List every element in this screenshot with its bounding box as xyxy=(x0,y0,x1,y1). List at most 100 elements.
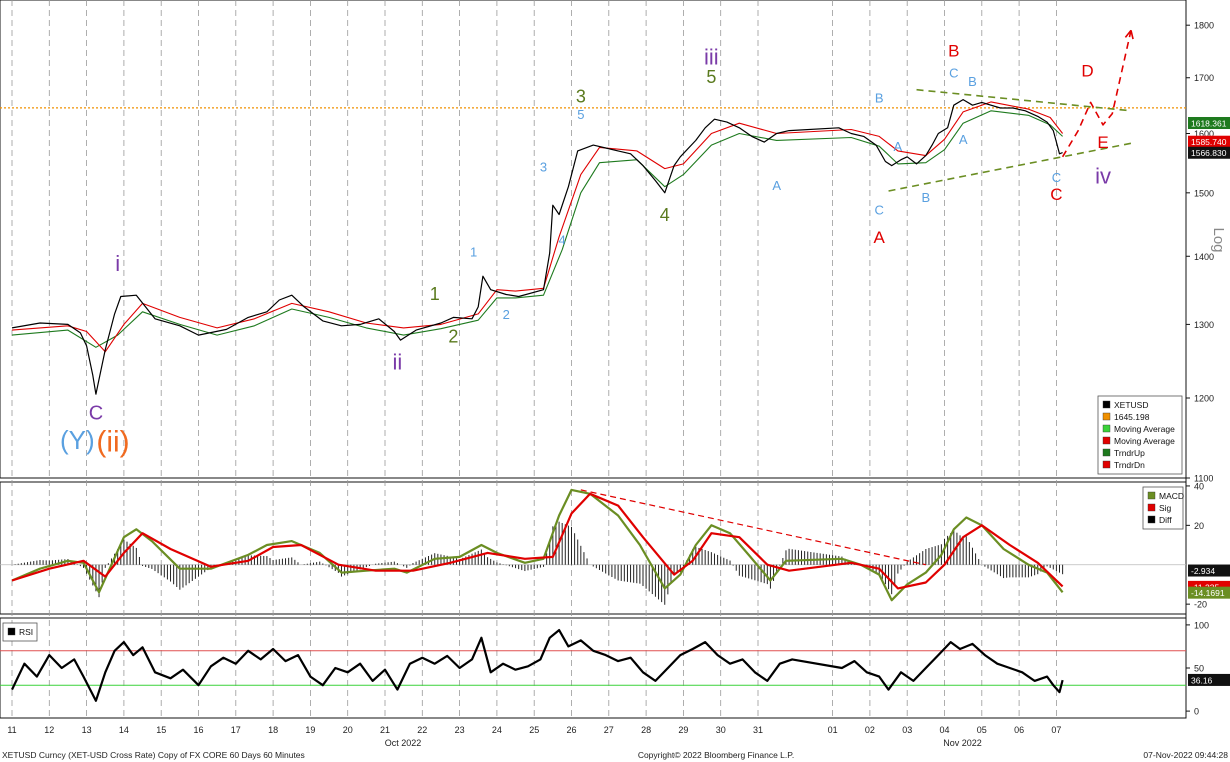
x-tick-label: 13 xyxy=(82,725,92,735)
legend-entry: TrndrDn xyxy=(1114,460,1145,470)
price-tag-label: 1585.740 xyxy=(1191,137,1227,147)
x-tick-label: 23 xyxy=(455,725,465,735)
x-tick-label: 12 xyxy=(44,725,54,735)
legend-swatch xyxy=(1147,491,1156,500)
x-tick-label: 07 xyxy=(1051,725,1061,735)
wave-label: B xyxy=(922,190,931,205)
price-legend xyxy=(1097,395,1183,475)
wave-label: 2 xyxy=(448,326,458,346)
x-tick-label: 24 xyxy=(492,725,502,735)
price-axis-tick-label: 1500 xyxy=(1194,188,1214,198)
wave-label: A xyxy=(772,178,781,193)
wave-label: 3 xyxy=(540,160,547,175)
legend-swatch xyxy=(1102,400,1111,409)
legend-entry: Diff xyxy=(1159,515,1172,525)
price-axis-tick-label: 1700 xyxy=(1194,73,1214,83)
wave-label: A xyxy=(874,228,886,247)
x-tick-label: 04 xyxy=(939,725,949,735)
x-tick-label: 29 xyxy=(678,725,688,735)
footer-left-text: XETUSD Curncy (XET-USD Cross Rate) Copy … xyxy=(2,750,305,760)
wave-label: (Y) xyxy=(60,425,95,455)
legend-swatch xyxy=(7,627,16,636)
legend-entry: XETUSD xyxy=(1114,400,1148,410)
x-month-label: Nov 2022 xyxy=(943,738,982,748)
wave-label: 5 xyxy=(706,67,716,87)
price-tag xyxy=(1188,586,1230,599)
wave-label: A xyxy=(894,139,903,154)
x-tick-label: 30 xyxy=(716,725,726,735)
wave-label: 4 xyxy=(660,205,670,225)
log-scale-label: Log xyxy=(1210,227,1227,252)
wave-label: iv xyxy=(1095,164,1111,189)
x-tick-label: 01 xyxy=(828,725,838,735)
x-tick-label: 31 xyxy=(753,725,763,735)
legend-swatch xyxy=(1102,460,1111,469)
footer-right-text: 07-Nov-2022 09:44:28 xyxy=(1143,750,1228,760)
wave-label: i xyxy=(115,251,120,276)
price-tag-label: 36.16 xyxy=(1191,675,1213,685)
wave-label: C xyxy=(949,66,958,81)
wave-label: D xyxy=(1081,62,1093,81)
signal-line xyxy=(11,492,1064,590)
wave-label: ii xyxy=(393,349,403,374)
legend-entry: TrndrUp xyxy=(1114,448,1145,458)
wave-label: iii xyxy=(704,44,719,69)
price-tag xyxy=(1188,146,1230,159)
lower-triangle-line xyxy=(888,142,1132,192)
macd-divergence-line xyxy=(580,489,926,566)
price-axis-tick-label: 1400 xyxy=(1194,252,1214,262)
x-tick-label: 26 xyxy=(566,725,576,735)
legend-swatch xyxy=(1102,424,1111,433)
price-tag xyxy=(1188,116,1230,129)
wave-label: 3 xyxy=(576,86,586,106)
wave-label: C xyxy=(1050,185,1062,204)
wave-label: 2 xyxy=(503,307,510,322)
macd-line xyxy=(11,488,1064,602)
x-tick-label: 27 xyxy=(604,725,614,735)
legend-entry: MACD xyxy=(1159,491,1184,501)
wave-label: C xyxy=(1052,170,1061,185)
wave-label: (ii) xyxy=(96,426,129,459)
wave-label: 1 xyxy=(470,244,477,259)
price-axis-tick-label: 1200 xyxy=(1194,393,1214,403)
macd-axis-tick-label: -20 xyxy=(1194,600,1207,610)
legend-entry: Sig xyxy=(1159,503,1172,513)
legend-entry: RSI xyxy=(19,627,33,637)
legend-entry: 1645.198 xyxy=(1114,412,1150,422)
price-axis-tick-label: 1300 xyxy=(1194,320,1214,330)
x-tick-label: 02 xyxy=(865,725,875,735)
moving-average-green-line xyxy=(11,110,1063,348)
x-tick-label: 15 xyxy=(156,725,166,735)
x-tick-label: 11 xyxy=(7,725,16,735)
price-tag xyxy=(1188,673,1230,686)
legend-swatch xyxy=(1147,515,1156,524)
x-tick-label: 22 xyxy=(417,725,427,735)
price-tag-label: -14.1691 xyxy=(1191,588,1225,598)
price-axis-tick-label: 1800 xyxy=(1194,21,1214,31)
wave-label: E xyxy=(1097,133,1108,152)
price-tag-label: 1566.830 xyxy=(1191,148,1227,158)
legend-entry: Moving Average xyxy=(1114,436,1175,446)
x-tick-label: 16 xyxy=(193,725,203,735)
legend-entry: Moving Average xyxy=(1114,424,1175,434)
price-tag-label: 1618.361 xyxy=(1191,118,1227,128)
wave-label: 1 xyxy=(430,284,440,304)
x-tick-label: 14 xyxy=(119,725,129,735)
rsi-axis-tick-label: 100 xyxy=(1194,620,1209,630)
x-tick-label: 28 xyxy=(641,725,651,735)
price-axis-tick-label: 1600 xyxy=(1194,129,1214,139)
legend-swatch xyxy=(1147,503,1156,512)
xetusd-price-line xyxy=(11,99,1063,395)
projection-path xyxy=(1061,30,1132,158)
wave-label: 5 xyxy=(577,107,584,122)
x-tick-label: 19 xyxy=(305,725,315,735)
price-panel: 18001700160015001400130012001100LogC(Y)(… xyxy=(0,21,1230,484)
wave-label: C xyxy=(89,403,103,425)
rsi-panel: 100 50 0 RSI 36.16 xyxy=(0,620,1230,717)
legend-swatch xyxy=(1102,448,1111,457)
price-axis-tick-label: 1100 xyxy=(1194,474,1213,484)
x-tick-label: 03 xyxy=(902,725,912,735)
x-tick-label: 05 xyxy=(977,725,987,735)
